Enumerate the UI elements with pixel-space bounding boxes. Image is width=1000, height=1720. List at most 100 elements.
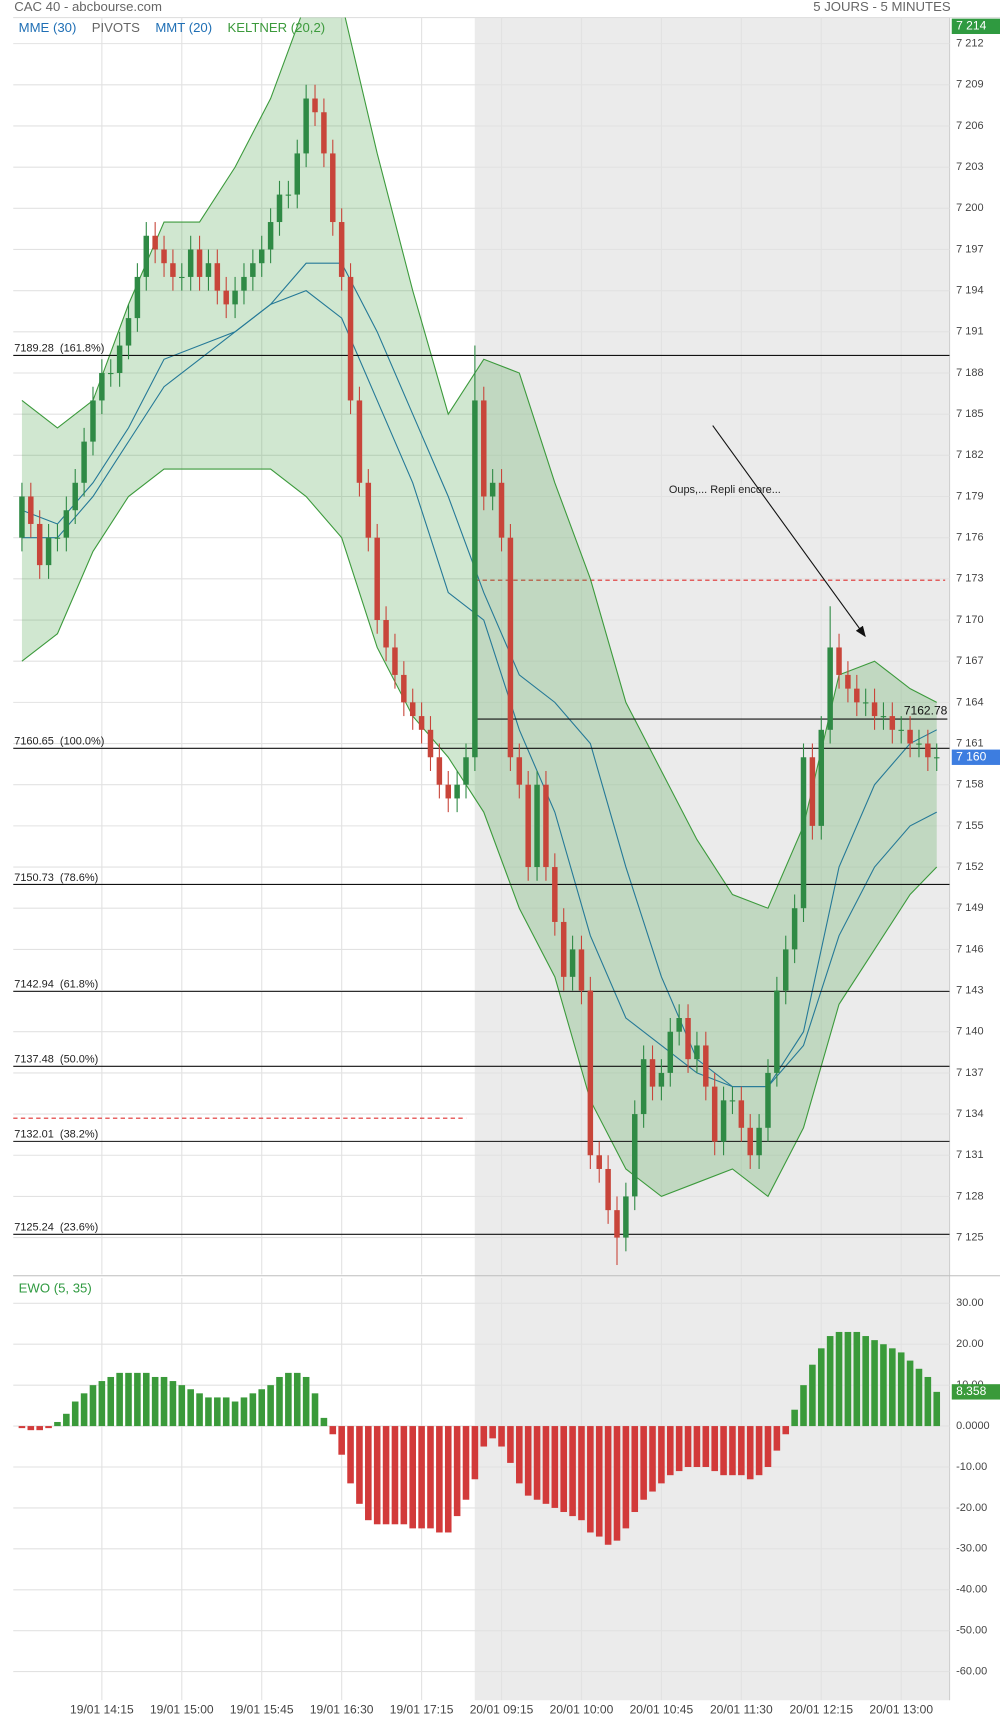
- candle-body: [489, 482, 496, 497]
- candle-body: [401, 674, 407, 703]
- candle-body: [649, 1059, 656, 1087]
- ma-line: [21, 262, 937, 1088]
- y-tick-label: 7 140: [956, 1026, 983, 1038]
- candle-body: [809, 757, 816, 826]
- y-tick-label: 7 146: [956, 943, 983, 955]
- ewo-bar: [658, 1426, 665, 1484]
- y-tick-label: 7 128: [956, 1190, 983, 1202]
- ewo-bar: [285, 1372, 292, 1427]
- candle-body: [925, 743, 931, 758]
- candle-body: [543, 784, 549, 868]
- ewo-bar: [755, 1426, 763, 1476]
- ewo-bar: [293, 1372, 301, 1427]
- ewo-bar: [436, 1426, 443, 1533]
- last-value-tag: [951, 1384, 1000, 1400]
- x-tick-label: 20/01 09:15: [470, 1702, 534, 1716]
- fib-label: 7137.48 (50.0%): [14, 1054, 98, 1066]
- ewo-bar: [18, 1426, 26, 1429]
- candle-body: [330, 153, 336, 223]
- ewo-bar: [71, 1401, 79, 1427]
- y-tick-label: 7 167: [956, 655, 983, 667]
- candle-body: [116, 345, 123, 373]
- candle-body: [729, 1100, 736, 1102]
- ewo-bar: [542, 1426, 550, 1504]
- y-tick-label: 7 134: [956, 1108, 983, 1120]
- ewo-bar: [462, 1426, 470, 1500]
- candle-body: [418, 716, 425, 730]
- candle-body: [587, 990, 594, 1156]
- ewo-bar: [178, 1385, 186, 1427]
- ewo-bar: [54, 1421, 61, 1427]
- candle-body: [409, 702, 416, 717]
- ewo-bar: [418, 1426, 425, 1529]
- candle-body: [862, 702, 869, 704]
- ewo-bar: [391, 1426, 399, 1525]
- candle-body: [125, 318, 132, 346]
- ewo-bar: [196, 1393, 203, 1427]
- candle-body: [179, 276, 185, 279]
- ewo-bar: [214, 1397, 221, 1427]
- price-line-label: 7162.78: [904, 704, 948, 718]
- candle-body: [214, 263, 221, 291]
- ewo-bar: [134, 1372, 141, 1427]
- x-tick-label: 20/01 10:00: [550, 1702, 614, 1716]
- candle-body: [356, 400, 363, 483]
- ewo-bar: [764, 1426, 772, 1467]
- ewo-bar: [116, 1372, 123, 1427]
- legend-entry: PIVOTS: [92, 20, 140, 35]
- ewo-bar: [791, 1409, 798, 1427]
- legend-entry: MME (30): [19, 20, 77, 35]
- candle-body: [276, 194, 283, 223]
- ewo-bar: [267, 1385, 274, 1427]
- keltner-upper: [21, 17, 937, 909]
- x-tick-label: 20/01 12:15: [789, 1702, 853, 1716]
- ewo-bar: [373, 1426, 381, 1525]
- candle-body: [99, 372, 105, 401]
- candle-body: [605, 1168, 611, 1211]
- ewo-bar: [142, 1372, 150, 1427]
- y-tick-label: 7 197: [956, 243, 983, 255]
- ewo-bar: [249, 1393, 257, 1427]
- candle-body: [72, 482, 78, 511]
- ewo-bar: [631, 1426, 639, 1513]
- ewo-bar: [924, 1376, 932, 1427]
- keltner-lower: [21, 468, 938, 1198]
- y-tick-label: 7 131: [956, 1149, 983, 1161]
- candle-body: [294, 153, 300, 195]
- candle-body: [783, 949, 789, 991]
- candle-body: [143, 235, 150, 277]
- ewo-bar: [551, 1426, 559, 1508]
- y-tick-label: -50.00: [956, 1625, 987, 1637]
- y-tick-label: 7 203: [956, 161, 983, 173]
- last-price-tag-label: 7 160: [956, 749, 986, 763]
- ewo-bar: [844, 1331, 852, 1427]
- ewo-bar: [906, 1360, 914, 1427]
- fib-label: 7142.94 (61.8%): [14, 979, 98, 991]
- high-price-tag: [951, 18, 1000, 35]
- candle-body: [916, 743, 922, 745]
- candle-body: [161, 249, 167, 264]
- y-tick-label: 7 188: [956, 367, 983, 379]
- ewo-bar: [507, 1426, 514, 1463]
- x-tick-label: 19/01 14:15: [70, 1702, 134, 1716]
- candle-body: [907, 729, 913, 744]
- ewo-bar: [98, 1381, 106, 1427]
- ewo-bar: [427, 1426, 434, 1529]
- ewo-bar: [933, 1391, 941, 1427]
- ewo-bar: [915, 1368, 923, 1427]
- candle-body: [534, 784, 540, 868]
- y-tick-label: 7 137: [956, 1067, 983, 1079]
- legend-entry: KELTNER (20,2): [227, 20, 325, 35]
- ewo-bar: [693, 1426, 701, 1467]
- candle-body: [640, 1059, 647, 1115]
- ewo-bar: [826, 1336, 834, 1427]
- ewo-bar: [729, 1426, 736, 1476]
- ewo-bar: [533, 1426, 541, 1500]
- candle-body: [374, 537, 380, 621]
- ewo-bar: [125, 1372, 132, 1427]
- y-tick-label: 7 212: [956, 38, 983, 50]
- y-tick-label: 7 125: [956, 1231, 983, 1243]
- ewo-bar: [222, 1397, 230, 1427]
- y-tick-label: 7 170: [956, 614, 983, 626]
- y-tick-label: 7 164: [956, 696, 983, 708]
